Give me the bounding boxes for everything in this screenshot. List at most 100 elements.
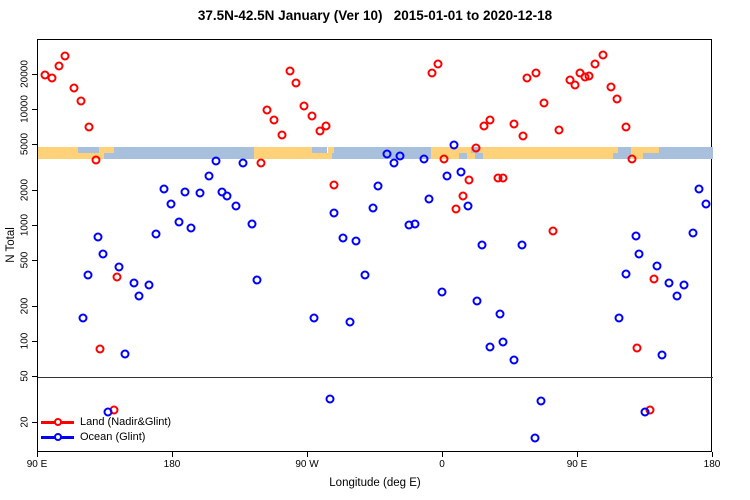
x-tick bbox=[37, 452, 38, 457]
data-point-ocean bbox=[211, 156, 221, 166]
x-tick-label: 90 E bbox=[26, 459, 48, 470]
data-point-land bbox=[627, 154, 637, 164]
legend-item-ocean: Ocean (Glint) bbox=[41, 430, 145, 444]
data-point-ocean bbox=[325, 394, 335, 404]
band-segment-ocean bbox=[332, 153, 431, 159]
data-point-land bbox=[464, 175, 474, 185]
data-point-land bbox=[307, 111, 317, 121]
data-point-ocean bbox=[351, 236, 361, 246]
y-tick-label: 2000 bbox=[19, 178, 31, 202]
data-point-land bbox=[451, 204, 461, 214]
y-tick bbox=[32, 74, 37, 76]
legend-label-ocean: Ocean (Glint) bbox=[80, 431, 146, 443]
data-point-land bbox=[606, 82, 616, 92]
data-point-ocean bbox=[166, 199, 176, 209]
data-point-ocean bbox=[78, 313, 88, 323]
y-tick bbox=[32, 341, 37, 342]
band-segment-land bbox=[431, 147, 472, 153]
data-point-ocean bbox=[652, 261, 662, 271]
data-point-ocean bbox=[672, 291, 682, 301]
y-tick-label: 20000 bbox=[19, 60, 31, 88]
data-point-ocean bbox=[247, 219, 257, 229]
data-point-ocean bbox=[93, 232, 103, 242]
legend-label-land: Land (Nadir&Glint) bbox=[80, 416, 172, 428]
y-tick-label: 200 bbox=[19, 297, 31, 315]
legend-item-land: Land (Nadir&Glint) bbox=[41, 415, 171, 429]
band-segment-land bbox=[483, 153, 613, 159]
data-point-land bbox=[291, 78, 301, 88]
data-point-land bbox=[315, 126, 325, 136]
x-tick bbox=[307, 452, 308, 457]
data-point-land bbox=[439, 154, 449, 164]
plot-area: Land (Nadir&Glint) Ocean (Glint) bbox=[37, 39, 713, 452]
data-point-ocean bbox=[180, 187, 190, 197]
data-point-land bbox=[277, 130, 287, 140]
data-point-land bbox=[262, 105, 272, 115]
data-point-ocean bbox=[309, 313, 319, 323]
data-point-land bbox=[54, 61, 64, 71]
data-point-land bbox=[498, 173, 508, 183]
data-point-land bbox=[570, 80, 580, 90]
band-segment-ocean bbox=[642, 153, 713, 159]
data-point-ocean bbox=[345, 317, 355, 327]
band-segment-land bbox=[630, 147, 659, 153]
x-tick bbox=[442, 452, 443, 457]
band-segment-land bbox=[38, 147, 79, 153]
data-point-land bbox=[612, 94, 622, 104]
data-point-ocean bbox=[360, 270, 370, 280]
data-point-ocean bbox=[222, 191, 232, 201]
data-point-ocean bbox=[195, 188, 205, 198]
y-tick-label: 20 bbox=[19, 416, 31, 428]
band-segment-ocean bbox=[312, 147, 328, 153]
data-point-land bbox=[95, 344, 105, 354]
data-point-land bbox=[76, 96, 86, 106]
data-point-ocean bbox=[103, 407, 113, 417]
data-point-land bbox=[485, 115, 495, 125]
y-axis-title: N Total bbox=[5, 227, 17, 263]
data-point-ocean bbox=[634, 249, 644, 259]
data-point-land bbox=[433, 59, 443, 69]
band-segment-ocean bbox=[104, 153, 254, 159]
x-tick-label: 90 E bbox=[566, 459, 588, 470]
data-point-ocean bbox=[437, 287, 447, 297]
band-segment-land bbox=[630, 153, 643, 159]
data-point-ocean bbox=[530, 433, 540, 443]
data-point-land bbox=[329, 180, 339, 190]
data-point-ocean bbox=[485, 342, 495, 352]
data-point-ocean bbox=[664, 278, 674, 288]
chart-title: 37.5N-42.5N January (Ver 10) 2015-01-01 … bbox=[197, 8, 553, 23]
y-tick bbox=[32, 375, 37, 377]
x-tick-label: 180 bbox=[703, 459, 721, 470]
data-point-ocean bbox=[517, 240, 527, 250]
data-point-ocean bbox=[410, 219, 420, 229]
data-point-ocean bbox=[449, 140, 459, 150]
data-point-land bbox=[554, 125, 564, 135]
data-point-ocean bbox=[472, 296, 482, 306]
band-segment-ocean bbox=[459, 153, 467, 159]
data-point-land bbox=[471, 143, 481, 153]
y-tick-label: 50 bbox=[19, 370, 31, 382]
data-point-land bbox=[518, 131, 528, 141]
data-point-ocean bbox=[463, 201, 473, 211]
data-point-ocean bbox=[186, 223, 196, 233]
data-point-ocean bbox=[442, 171, 452, 181]
band-segment-land bbox=[254, 153, 332, 159]
data-point-land bbox=[285, 66, 295, 76]
data-point-ocean bbox=[134, 291, 144, 301]
data-point-land bbox=[590, 59, 600, 69]
data-point-ocean bbox=[329, 208, 339, 218]
data-point-land bbox=[47, 73, 57, 83]
y-tick-label: 500 bbox=[19, 251, 31, 269]
data-point-ocean bbox=[424, 194, 434, 204]
data-point-ocean bbox=[679, 280, 689, 290]
y-tick bbox=[32, 225, 37, 226]
band-segment-land bbox=[327, 147, 334, 153]
data-point-land bbox=[69, 83, 79, 93]
data-point-ocean bbox=[338, 233, 348, 243]
data-point-land bbox=[91, 155, 101, 165]
data-point-land bbox=[427, 68, 437, 78]
data-point-ocean bbox=[144, 280, 154, 290]
data-point-ocean bbox=[114, 262, 124, 272]
x-tick-label: 90 W bbox=[295, 459, 319, 470]
